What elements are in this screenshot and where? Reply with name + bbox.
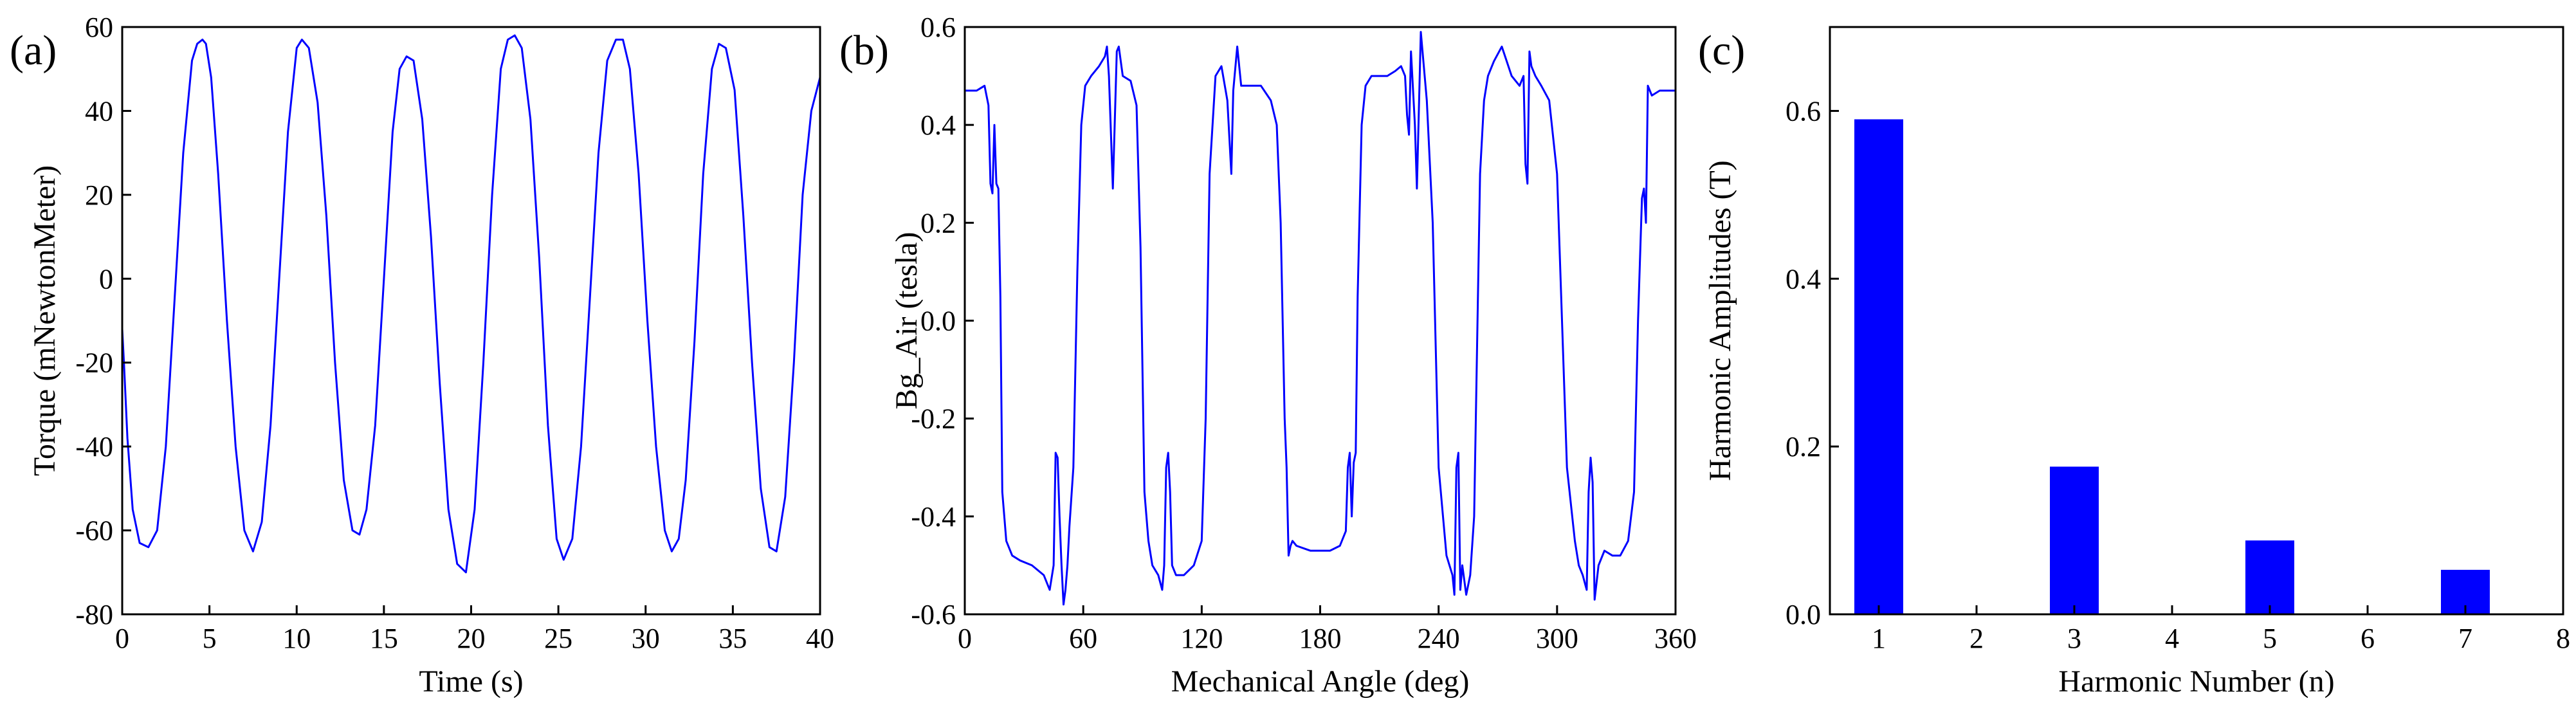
panel-b-x-tick-label: 180 [1299,623,1342,654]
panel-a-x-tick-label: 35 [718,623,747,654]
panel-a-y-tick-label: -40 [75,431,113,462]
panel-b-series-line-0 [965,31,1676,606]
panel-b-y-tick-label: 0.0 [920,306,956,337]
panel-a-x-tick-label: 15 [370,623,398,654]
panel-c-bar-1 [1854,119,1903,614]
panel-c-x-tick-label: 4 [2165,623,2179,654]
panel-a-panel-label: (a) [10,27,57,74]
panel-c-y-tick-label: 0.2 [1786,431,1821,462]
panel-b-airgap-flux-chart: 0 60 120 180 240 300 360 -0.6 -0.4 -0.2 0.0 0.2 0.4 0… [839,12,1697,699]
panel-a-y-axis-title: Torque (mNewtonMeter) [28,165,62,476]
panel-a-y-tick-label: -80 [75,599,113,630]
panel-c-x-tick-label: 2 [1969,623,1984,654]
panel-b-x-tick-label: 60 [1069,623,1097,654]
panel-a-y-tick-label: -20 [75,347,113,379]
panel-c-x-tick-label: 6 [2361,623,2375,654]
panel-c-x-axis-title: Harmonic Number (n) [2058,664,2334,699]
panel-c-y-tick-label: 0.0 [1786,599,1821,630]
panel-b-y-tick-label: -0.6 [911,599,956,630]
panel-b-y-tick-label: 0.4 [920,109,956,141]
panel-a-torque-chart: 0 5 10 15 20 25 30 35 40 -80 -60 -40 -20 0 20 40 60 Time … [10,12,834,699]
panel-a-x-tick-label: 40 [806,623,834,654]
panel-c-x-tick-label: 1 [1872,623,1886,654]
panel-c-x-tick-label: 7 [2458,623,2472,654]
panel-a-y-tick-label: 60 [85,12,113,43]
panel-b-y-axis-title: Bg_Air (tesla) [890,232,924,410]
panel-a-y-tick-label: -60 [75,515,113,547]
panel-b-x-tick-label: 300 [1536,623,1578,654]
panel-a-y-tick-label: 0 [99,263,113,295]
panel-b-x-tick-label: 360 [1654,623,1697,654]
panel-b-plot-frame [964,26,1677,616]
panel-b-y-tick-label: -0.2 [911,403,956,435]
panel-b-x-tick-label: 240 [1418,623,1460,654]
panel-b-x-tick-label: 120 [1180,623,1223,654]
panel-b-x-axis-title: Mechanical Angle (deg) [1171,664,1470,699]
panel-c-x-tick-label: 5 [2263,623,2277,654]
panel-a-x-tick-label: 20 [457,623,486,654]
panel-b-panel-label: (b) [839,27,889,74]
panel-c-bar-3 [2050,466,2099,614]
panel-b-y-tick-label: 0.6 [920,12,956,43]
panel-b-x-tick-label: 0 [958,623,972,654]
panel-a-x-tick-label: 5 [203,623,217,654]
panel-b-y-tick-label: -0.4 [911,501,956,533]
panel-c-y-tick-label: 0.4 [1786,263,1821,295]
panel-a-x-tick-label: 25 [544,623,572,654]
panel-a-x-tick-label: 30 [632,623,660,654]
panel-a-y-tick-label: 40 [85,95,113,127]
panel-c-harmonics-chart: 1 2 3 4 5 6 7 8 0.0 0.2 0.4 0.6 Harmonic Number (n) H… [1698,26,2570,699]
panel-c-x-tick-label: 8 [2556,623,2570,654]
panel-b-y-tick-label: 0.2 [920,207,956,239]
panel-a-x-tick-label: 0 [115,623,129,654]
panel-c-panel-label: (c) [1698,27,1745,74]
panel-a-series-line-0 [121,34,821,574]
panel-c-bar-5 [2245,540,2294,614]
panel-c-plot-frame [1829,26,2564,616]
panel-a-x-axis-title: Time (s) [419,664,523,699]
panel-a-x-tick-label: 10 [282,623,311,654]
panel-c-y-tick-label: 0.6 [1786,95,1821,127]
panel-c-y-axis-title: Harmonic Amplitudes (T) [1703,160,1737,481]
panel-c-x-tick-label: 3 [2067,623,2081,654]
panel-a-y-tick-label: 20 [85,179,113,211]
